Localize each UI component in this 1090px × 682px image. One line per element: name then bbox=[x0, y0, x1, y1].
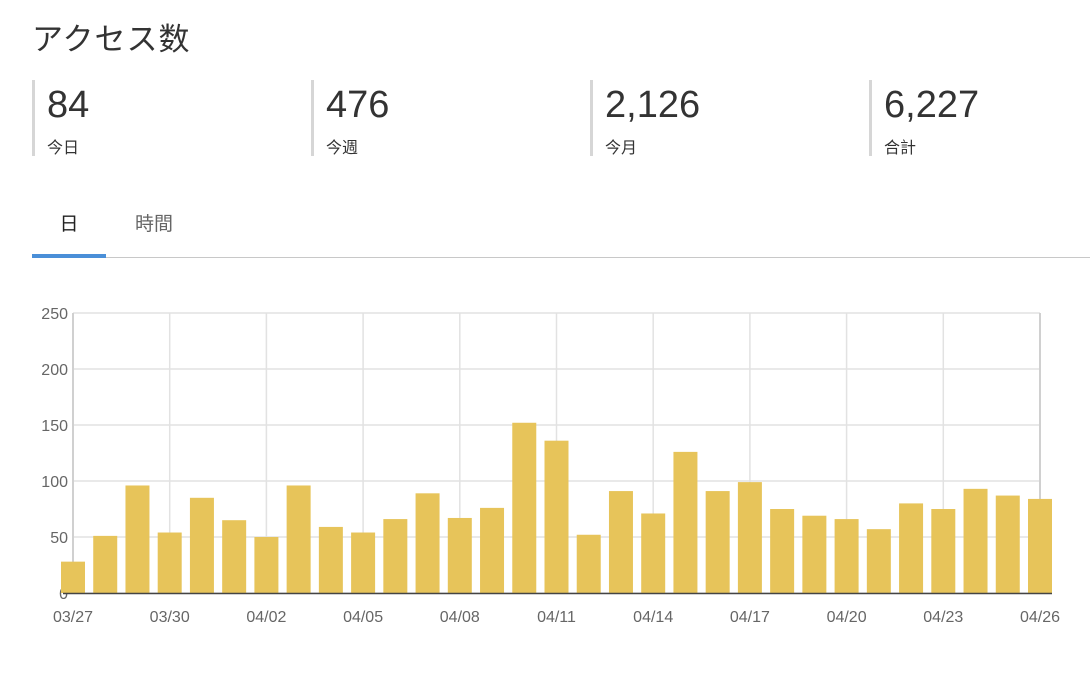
bar bbox=[93, 535, 118, 593]
y-tick-label: 250 bbox=[41, 306, 68, 323]
stat-value: 6,227 bbox=[884, 84, 980, 126]
stats-summary: 84 今日 476 今週 2,126 今月 6,227 合計 bbox=[32, 80, 1090, 158]
stat-value: 476 bbox=[326, 84, 390, 126]
page-title: アクセス数 bbox=[32, 22, 191, 58]
bar bbox=[673, 451, 698, 593]
stat-label: 今日 bbox=[47, 138, 80, 157]
x-tick-label: 03/30 bbox=[150, 609, 190, 626]
x-tick-label: 04/08 bbox=[440, 609, 480, 626]
stat-total: 6,227 合計 bbox=[869, 80, 1090, 157]
stat-label: 今月 bbox=[605, 138, 638, 157]
bar bbox=[286, 485, 311, 593]
bar bbox=[447, 517, 472, 593]
x-tick-label: 03/27 bbox=[53, 609, 93, 626]
bar bbox=[512, 422, 537, 593]
bar bbox=[641, 513, 666, 593]
bar bbox=[576, 534, 601, 593]
stat-value: 2,126 bbox=[605, 84, 701, 126]
bar bbox=[737, 482, 762, 593]
bar bbox=[383, 519, 408, 593]
x-tick-label: 04/05 bbox=[343, 609, 383, 626]
bar bbox=[802, 515, 827, 593]
bar bbox=[480, 507, 505, 593]
bar bbox=[318, 526, 343, 593]
stat-this-month: 2,126 今月 bbox=[590, 80, 843, 157]
stat-label: 今週 bbox=[326, 138, 359, 157]
y-tick-label: 100 bbox=[41, 474, 68, 491]
y-tick-label: 0 bbox=[59, 586, 68, 603]
bar bbox=[705, 491, 730, 593]
bar bbox=[222, 520, 247, 593]
y-tick-label: 150 bbox=[41, 418, 68, 435]
bar bbox=[125, 485, 150, 593]
period-tabs: 日 時間 bbox=[32, 196, 1090, 259]
bar bbox=[770, 509, 795, 593]
x-tick-label: 04/17 bbox=[730, 609, 770, 626]
x-tick-label: 04/26 bbox=[1020, 609, 1060, 626]
x-tick-label: 04/14 bbox=[633, 609, 673, 626]
x-tick-label: 04/11 bbox=[537, 609, 576, 626]
stat-this-week: 476 今週 bbox=[311, 80, 564, 157]
y-tick-label: 200 bbox=[41, 362, 68, 379]
x-tick-label: 04/20 bbox=[827, 609, 867, 626]
y-tick-label: 50 bbox=[50, 530, 68, 547]
bar bbox=[963, 488, 988, 593]
bar bbox=[61, 561, 85, 593]
bar bbox=[931, 509, 956, 593]
tab-divider bbox=[32, 257, 1090, 258]
active-tab-indicator bbox=[32, 254, 106, 258]
stat-label: 合計 bbox=[884, 138, 917, 157]
bar bbox=[415, 493, 440, 593]
bar bbox=[544, 440, 569, 593]
tab-hour[interactable]: 時間 bbox=[134, 213, 173, 235]
bar bbox=[899, 503, 924, 593]
bar bbox=[351, 532, 376, 593]
daily-access-bar-chart: 0 50 100 150 200 250 03/27 03/30 04/02 04/05 04/08… bbox=[41, 306, 1060, 626]
bar bbox=[189, 497, 214, 593]
stat-today: 84 今日 bbox=[32, 80, 285, 157]
bar bbox=[254, 537, 279, 593]
stat-value: 84 bbox=[47, 84, 90, 126]
x-tick-label: 04/02 bbox=[246, 609, 286, 626]
x-tick-label: 04/23 bbox=[923, 609, 963, 626]
bar bbox=[157, 532, 182, 593]
bar bbox=[834, 519, 859, 593]
bar bbox=[608, 491, 633, 593]
tab-day[interactable]: 日 bbox=[59, 213, 79, 235]
bar bbox=[995, 495, 1020, 593]
bar bbox=[866, 529, 891, 593]
bar bbox=[1028, 498, 1052, 593]
